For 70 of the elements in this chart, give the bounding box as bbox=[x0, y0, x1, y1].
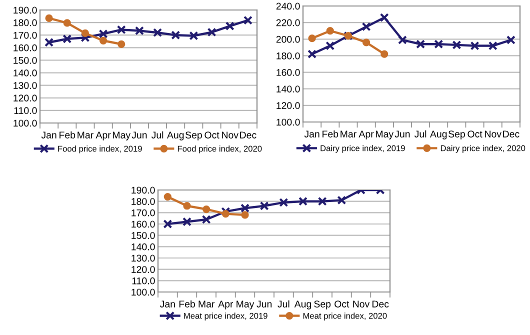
legend-label: Meat price index, 2020 bbox=[303, 312, 387, 320]
x-tick-label: May bbox=[236, 300, 254, 310]
x-tick-label: Feb bbox=[322, 130, 338, 138]
x-tick-label: Sep bbox=[186, 132, 202, 140]
y-tick-label: 130.0 bbox=[132, 254, 155, 262]
y-tick-label: 200.0 bbox=[276, 36, 300, 43]
y-tick-label: 170.0 bbox=[14, 32, 37, 39]
y-tick-label: 160.0 bbox=[132, 220, 155, 228]
x-tick-label: Oct bbox=[334, 300, 350, 308]
y-tick-label: 120.0 bbox=[14, 94, 37, 102]
x-tick-label: Jan bbox=[160, 300, 175, 308]
x-tick-label: Nov bbox=[353, 300, 370, 308]
y-tick-label: 110.0 bbox=[14, 107, 37, 114]
y-tick-label: 140.0 bbox=[276, 86, 300, 92]
x-tick-label: Nov bbox=[222, 132, 238, 138]
x-tick-label: May bbox=[376, 130, 394, 140]
x-tick-label: Mar bbox=[78, 132, 94, 138]
legend-label: Dairy price index, 2019 bbox=[320, 145, 405, 153]
legend-label: Dairy price index, 2020 bbox=[440, 145, 526, 153]
x-tick-label: Dec bbox=[372, 300, 389, 308]
y-tick-label: 220.0 bbox=[276, 19, 300, 26]
y-tick-label: 160.0 bbox=[14, 44, 37, 52]
x-tick-label: Jan bbox=[41, 132, 56, 138]
x-tick-label: Nov bbox=[485, 130, 502, 138]
x-tick-label: Jan bbox=[304, 130, 320, 138]
y-tick-label: 190.0 bbox=[132, 186, 155, 194]
y-tick-label: 180.0 bbox=[14, 19, 37, 26]
y-tick-label: 160.0 bbox=[276, 69, 300, 76]
legend-label: Food price index, 2020 bbox=[178, 146, 262, 154]
y-tick-label: 150.0 bbox=[14, 56, 37, 64]
x-tick-label: Apr bbox=[218, 300, 234, 310]
y-tick-label: 100.0 bbox=[14, 120, 37, 127]
x-tick-label: Jun bbox=[132, 132, 147, 138]
x-tick-label: Jun bbox=[394, 130, 410, 138]
x-tick-label: Dec bbox=[240, 132, 256, 138]
y-tick-label: 130.0 bbox=[14, 82, 37, 89]
x-tick-label: Jul bbox=[151, 131, 164, 138]
y-tick-label: 140.0 bbox=[132, 243, 155, 250]
legend-label: Meat price index, 2019 bbox=[184, 312, 268, 320]
x-tick-label: Aug bbox=[430, 130, 447, 140]
x-tick-label: Apr bbox=[358, 130, 374, 140]
x-tick-label: Jul bbox=[414, 130, 426, 138]
x-tick-label: Sep bbox=[448, 130, 465, 140]
y-tick-label: 170.0 bbox=[132, 209, 155, 216]
x-tick-label: Mar bbox=[198, 300, 215, 308]
y-tick-label: 100.0 bbox=[132, 288, 155, 296]
y-tick-label: 240.0 bbox=[276, 2, 300, 10]
x-tick-label: May bbox=[112, 132, 131, 140]
y-tick-label: 140.0 bbox=[14, 70, 37, 76]
y-tick-label: 180.0 bbox=[132, 198, 155, 205]
x-tick-label: Aug bbox=[166, 132, 184, 140]
x-tick-label: Sep bbox=[314, 300, 331, 310]
x-tick-label: Oct bbox=[204, 132, 220, 138]
x-tick-label: Mar bbox=[340, 130, 356, 138]
x-tick-label: Dec bbox=[503, 130, 520, 138]
x-tick-label: Apr bbox=[96, 132, 111, 140]
x-tick-label: Jun bbox=[256, 300, 272, 308]
y-tick-label: 120.0 bbox=[276, 102, 300, 110]
x-tick-label: Aug bbox=[294, 300, 312, 310]
y-tick-label: 100.0 bbox=[276, 118, 300, 126]
x-tick-label: Feb bbox=[60, 131, 76, 138]
y-tick-label: 180.0 bbox=[276, 52, 300, 60]
legend-label: Food price index, 2019 bbox=[58, 146, 142, 154]
y-tick-label: 110.0 bbox=[132, 277, 155, 284]
x-tick-label: Oct bbox=[468, 130, 482, 138]
x-tick-label: Feb bbox=[179, 300, 195, 308]
x-tick-label: Jul bbox=[278, 300, 290, 308]
y-tick-label: 150.0 bbox=[132, 232, 155, 239]
y-tick-label: 190.0 bbox=[14, 6, 37, 14]
y-tick-label: 120.0 bbox=[132, 266, 155, 273]
